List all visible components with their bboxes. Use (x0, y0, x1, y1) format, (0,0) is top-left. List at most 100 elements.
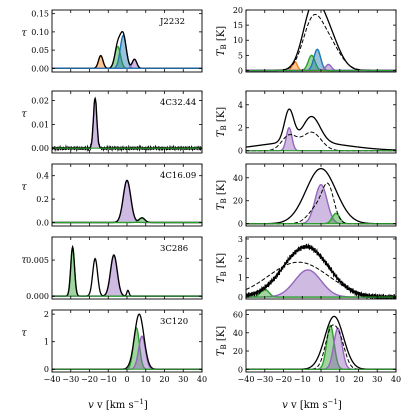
tb-unit: [K] (216, 253, 227, 272)
y-tick-label: 1 (238, 274, 243, 283)
x-tick-label: −10 (294, 375, 311, 384)
panel-tau-j2232: 0.00 0.05 0.10 0.15 τ J2232 (21, 9, 203, 73)
y-tick-label: 0 (44, 365, 49, 374)
tb-subscript: B (220, 271, 228, 276)
x-tick-label: 40 (391, 375, 401, 384)
panel-TB-4c3244: 0 2 4 TB [K] (216, 90, 397, 156)
x-tick-label: −40 (44, 375, 61, 384)
tb-symbol: T (216, 348, 227, 356)
y-tick-label: 0 (238, 220, 243, 229)
x-tick-label: 30 (372, 375, 382, 384)
y-tick-label: 2 (238, 254, 243, 263)
x-tick-label: 20 (159, 375, 169, 384)
y-tick-label: 0.0 (36, 218, 49, 227)
x-tick-label: 30 (178, 375, 188, 384)
tb-subscript: B (220, 344, 228, 349)
plot-area (52, 244, 202, 297)
x-tick-label: 0 (318, 375, 323, 384)
component-fill-2 (52, 35, 202, 69)
y-tick-label: 20 (233, 6, 243, 15)
y-tick-label: 0.05 (31, 46, 49, 55)
tb-subscript: B (220, 44, 228, 49)
y-tick-label: 0.15 (31, 10, 49, 19)
y-tick-label: 40 (233, 174, 243, 183)
y-tick-label: 0.000 (26, 292, 49, 301)
plot-area (52, 30, 202, 70)
y-tick-label: 0 (238, 293, 243, 302)
unit-bracket: ] (338, 400, 342, 411)
x-tick-label: −20 (81, 375, 98, 384)
panel-tau-3c120: −40 −30 −20 −10 0 10 20 30 40 0 1 2 τ 3C120 (21, 309, 207, 384)
plot-area (52, 96, 202, 153)
y-tick-label: 40 (233, 329, 243, 338)
observed-spectrum-line (246, 242, 396, 299)
y-axis-label-tau: τ (21, 328, 27, 339)
panel-TB-j2232: 0 5 10 15 20 TB [K] (216, 6, 397, 75)
panel-tau-4c1609: 0.0 0.2 0.4 τ 4C16.09 (21, 163, 203, 227)
y-tick-label: 0 (238, 365, 243, 374)
panel-TB-3c120: −40 −30 −20 −10 0 10 20 30 40 0 20 40 60 TB [K] (216, 309, 401, 384)
unit-exponent: −1 (328, 398, 338, 406)
component-line-1 (52, 335, 202, 370)
x-tick-label: −30 (256, 375, 273, 384)
y-tick-label: 0.01 (31, 120, 49, 129)
tb-unit: [K] (216, 180, 227, 199)
y-tick-label: 15 (233, 21, 243, 30)
component-fill-0 (246, 289, 396, 298)
panel-frame (245, 309, 397, 373)
tb-symbol: T (216, 275, 227, 283)
tb-symbol: T (216, 48, 227, 56)
tb-symbol: T (216, 202, 227, 210)
y-tick-label: 60 (233, 311, 243, 320)
y-tick-label: 2 (44, 310, 49, 319)
x-axis-label-right-text: v [km s (290, 400, 328, 411)
x-tick-label: 40 (197, 375, 207, 384)
panel-tau-4c3244: 0.00 0.01 0.02 τ 4C32.44 (21, 90, 203, 154)
y-tick-label: 0.02 (31, 97, 49, 106)
y-tick-label: 1 (44, 338, 49, 347)
source-name-label: 4C32.44 (160, 98, 196, 108)
y-axis-label-tb: TB [K] (216, 26, 228, 56)
y-tick-label: 20 (233, 347, 243, 356)
source-name-label: J2232 (159, 17, 185, 27)
y-tick-label: 0.00 (31, 64, 49, 73)
y-axis-label-tau: τ (21, 182, 27, 193)
x-axis-label-left: v v [km s−1] (88, 398, 148, 411)
tb-unit: [K] (216, 26, 227, 45)
dashed-model-line (246, 324, 396, 370)
component-fill-0 (52, 180, 202, 223)
x-axis-label-left-text: v [km s (96, 400, 134, 411)
y-tick-label: 0.10 (31, 28, 49, 37)
y-tick-label: 0.4 (36, 172, 49, 181)
observed-spectrum-line (246, 108, 396, 151)
tb-subscript: B (220, 125, 228, 130)
y-axis-label-tau: τ (21, 28, 27, 39)
source-name-label: 3C286 (160, 244, 188, 254)
x-tick-label: −10 (100, 375, 117, 384)
panel-TB-3c286: 0 1 2 3 TB [K] (216, 235, 397, 302)
component-fill-0 (246, 184, 396, 224)
plot-area (52, 179, 202, 224)
plot-area (246, 315, 396, 370)
panel-TB-4c1609: 0 20 40 TB [K] (216, 163, 397, 229)
component-fill-1 (52, 336, 202, 370)
y-tick-label: 0.005 (26, 256, 49, 265)
plot-area (246, 167, 396, 225)
plot-area (246, 108, 396, 152)
y-tick-label: 20 (233, 197, 243, 206)
y-axis-label-tb: TB [K] (216, 107, 228, 137)
y-tick-label: 0.2 (36, 195, 49, 204)
y-axis-label-tau: τ (21, 255, 27, 266)
x-axis-labels: v v [km s−1] v v [km s−1] (88, 398, 342, 411)
dashed-model-line (246, 131, 396, 152)
x-tick-label: −30 (62, 375, 79, 384)
source-name-label: 3C120 (160, 317, 188, 327)
x-tick-label: 20 (353, 375, 363, 384)
observed-spectrum-line (52, 96, 202, 153)
x-tick-label: −20 (275, 375, 292, 384)
y-tick-label: 2 (238, 124, 243, 133)
y-tick-label: 3 (238, 235, 243, 244)
x-tick-label: 10 (335, 375, 345, 384)
